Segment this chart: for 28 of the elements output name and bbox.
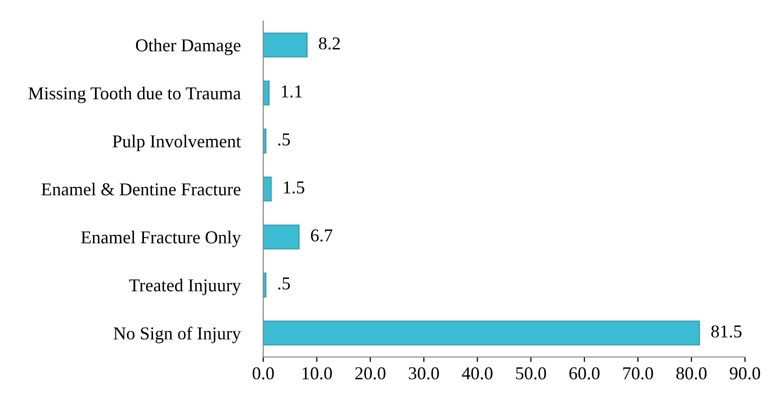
x-tick-label: 20.0	[355, 367, 386, 380]
bar	[263, 176, 272, 202]
data-label: 81.5	[711, 325, 742, 338]
y-tick-label: No Sign of Injury	[114, 326, 241, 344]
x-tick-label: 0.0	[252, 367, 274, 380]
y-tick-label: Enamel Fracture Only	[81, 230, 241, 248]
x-tick-label: 50.0	[516, 367, 546, 380]
data-label: 1.1	[282, 85, 302, 98]
y-tick-label: Treated Injuury	[129, 278, 241, 296]
x-tick-label: 70.0	[623, 367, 654, 380]
bar	[263, 320, 700, 346]
x-tick-label: 40.0	[462, 367, 492, 380]
x-tick-label: 60.0	[569, 367, 600, 380]
data-label: 6.7	[311, 229, 332, 242]
y-tick-label: Missing Tooth due to Trauma	[28, 86, 241, 104]
bar	[263, 224, 300, 250]
y-tick-label: Pulp Involvement	[112, 134, 241, 152]
y-tick-label: Other Damage	[136, 38, 240, 56]
data-label: 1.5	[284, 181, 304, 194]
x-tick-label: 90.0	[730, 367, 760, 380]
data-label: .5	[278, 278, 290, 290]
bar	[263, 32, 308, 58]
x-tick-label: 10.0	[302, 367, 332, 380]
x-tick-label: 80.0	[676, 367, 707, 380]
y-tick-label: Enamel & Dentine Fracture	[42, 182, 240, 196]
data-label: .5	[278, 134, 290, 146]
data-label: 8.2	[318, 37, 340, 50]
x-tick-label: 30.0	[408, 367, 439, 380]
